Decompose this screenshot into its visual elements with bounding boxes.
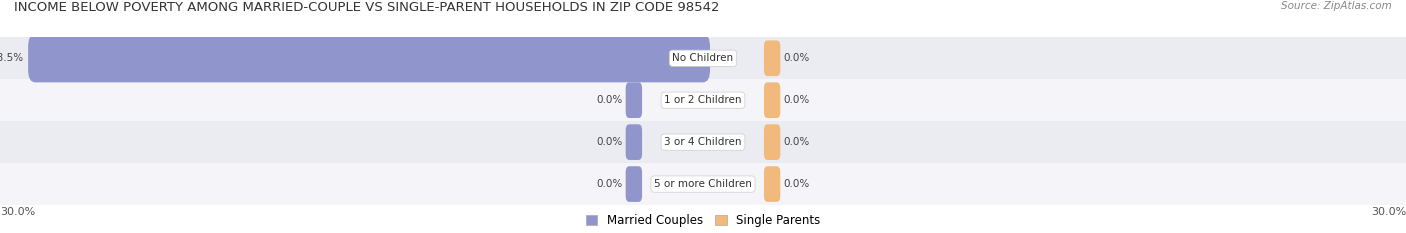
- Text: 0.0%: 0.0%: [785, 137, 810, 147]
- Text: INCOME BELOW POVERTY AMONG MARRIED-COUPLE VS SINGLE-PARENT HOUSEHOLDS IN ZIP COD: INCOME BELOW POVERTY AMONG MARRIED-COUPL…: [14, 1, 720, 14]
- Bar: [0, 79, 1406, 121]
- Text: No Children: No Children: [672, 53, 734, 63]
- Text: 3 or 4 Children: 3 or 4 Children: [664, 137, 742, 147]
- Text: 1 or 2 Children: 1 or 2 Children: [664, 95, 742, 105]
- Legend: Married Couples, Single Parents: Married Couples, Single Parents: [586, 214, 820, 227]
- FancyBboxPatch shape: [28, 34, 710, 82]
- Text: 30.0%: 30.0%: [0, 207, 35, 217]
- Text: 5 or more Children: 5 or more Children: [654, 179, 752, 189]
- Text: Source: ZipAtlas.com: Source: ZipAtlas.com: [1281, 1, 1392, 11]
- Bar: [0, 121, 1406, 163]
- Text: 0.0%: 0.0%: [785, 95, 810, 105]
- Text: 28.5%: 28.5%: [0, 53, 24, 63]
- Text: 30.0%: 30.0%: [1371, 207, 1406, 217]
- FancyBboxPatch shape: [763, 82, 780, 118]
- Text: 0.0%: 0.0%: [785, 179, 810, 189]
- Text: 0.0%: 0.0%: [596, 137, 621, 147]
- FancyBboxPatch shape: [763, 124, 780, 160]
- Bar: [0, 37, 1406, 79]
- Text: 0.0%: 0.0%: [596, 179, 621, 189]
- Text: 0.0%: 0.0%: [785, 53, 810, 63]
- FancyBboxPatch shape: [626, 166, 643, 202]
- FancyBboxPatch shape: [626, 124, 643, 160]
- Bar: [0, 163, 1406, 205]
- FancyBboxPatch shape: [626, 82, 643, 118]
- Text: 0.0%: 0.0%: [596, 95, 621, 105]
- FancyBboxPatch shape: [763, 41, 780, 76]
- FancyBboxPatch shape: [763, 166, 780, 202]
